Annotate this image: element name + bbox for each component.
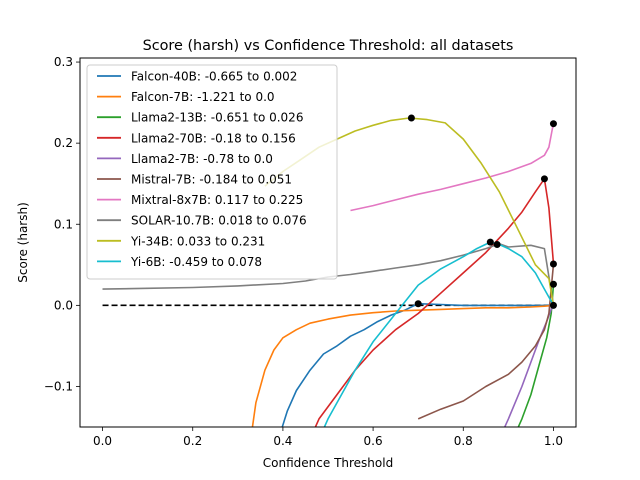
series-line-5 — [417, 263, 555, 420]
x-axis: 0.0 0.2 0.4 0.6 0.8 1.0 — [93, 427, 563, 448]
legend-box — [86, 64, 338, 280]
legend-label-4: Llama2-7B: -0.78 to 0.0 — [131, 152, 273, 166]
series-line-2 — [517, 284, 555, 427]
x-tick-label: 0.6 — [364, 434, 383, 448]
legend-label-0: Falcon-40B: -0.665 to 0.002 — [131, 70, 297, 84]
series-line-3 — [314, 178, 555, 427]
x-tick-label: 0.0 — [93, 434, 112, 448]
x-tick-label: 0.4 — [273, 434, 292, 448]
y-tick-label: −0.1 — [44, 379, 73, 393]
legend-label-1: Falcon-7B: -1.221 to 0.0 — [131, 90, 275, 104]
x-tick-label: 1.0 — [544, 434, 563, 448]
legend-label-5: Mistral-7B: -0.184 to 0.051 — [131, 173, 292, 187]
y-tick-label: 0.2 — [54, 136, 73, 150]
y-axis-label: Score (harsh) — [16, 202, 30, 283]
series-marker-9 — [486, 238, 494, 246]
series-line-0 — [281, 302, 554, 427]
plot-area — [102, 114, 557, 427]
series-line-7 — [102, 242, 555, 306]
legend-label-9: Yi-6B: -0.459 to 0.078 — [130, 255, 262, 269]
y-tick-label: 0.3 — [54, 55, 73, 69]
series-marker-6 — [549, 120, 557, 128]
series-marker-0 — [414, 300, 422, 308]
plot-frame — [79, 57, 577, 428]
chart-title: Score (harsh) vs Confidence Threshold: a… — [143, 38, 514, 54]
x-tick-label: 0.2 — [183, 434, 202, 448]
legend-label-2: Llama2-13B: -0.651 to 0.026 — [131, 111, 303, 125]
series-line-1 — [251, 304, 554, 427]
series-line-6 — [350, 122, 555, 212]
y-axis: −0.1 0.0 0.1 0.2 0.3 — [44, 55, 80, 393]
series-marker-2 — [549, 280, 557, 288]
x-axis-label: Confidence Threshold — [263, 456, 393, 470]
legend-label-8: Yi-34B: 0.033 to 0.231 — [130, 234, 265, 248]
series-marker-3 — [540, 175, 548, 183]
legend-label-6: Mixtral-8x7B: 0.117 to 0.225 — [131, 193, 303, 207]
series-marker-4 — [549, 301, 557, 309]
legend-label-3: Llama2-70B: -0.18 to 0.156 — [131, 131, 296, 145]
series-marker-7 — [493, 241, 501, 249]
y-tick-label: 0.1 — [54, 217, 73, 231]
series-line-4 — [503, 305, 555, 427]
x-tick-label: 0.8 — [454, 434, 473, 448]
y-tick-label: 0.0 — [54, 298, 73, 312]
series-line-9 — [323, 241, 555, 427]
legend-label-7: SOLAR-10.7B: 0.018 to 0.076 — [131, 214, 307, 228]
legend: Falcon-40B: -0.665 to 0.002 Falcon-7B: -1… — [86, 64, 338, 280]
series-marker-5 — [549, 260, 557, 268]
series-marker-8 — [407, 114, 415, 122]
